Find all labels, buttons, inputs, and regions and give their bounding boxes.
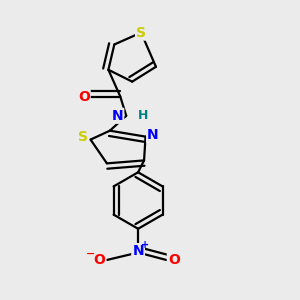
Text: +: + [141,240,149,250]
Text: H: H [137,109,148,122]
Text: N: N [112,109,123,123]
Text: N: N [132,244,144,258]
Text: S: S [136,26,146,40]
Text: S: S [78,130,88,144]
Text: O: O [168,253,180,267]
Text: −: − [86,248,95,258]
Text: O: O [94,253,105,267]
Text: O: O [78,89,90,103]
Text: N: N [147,128,159,142]
